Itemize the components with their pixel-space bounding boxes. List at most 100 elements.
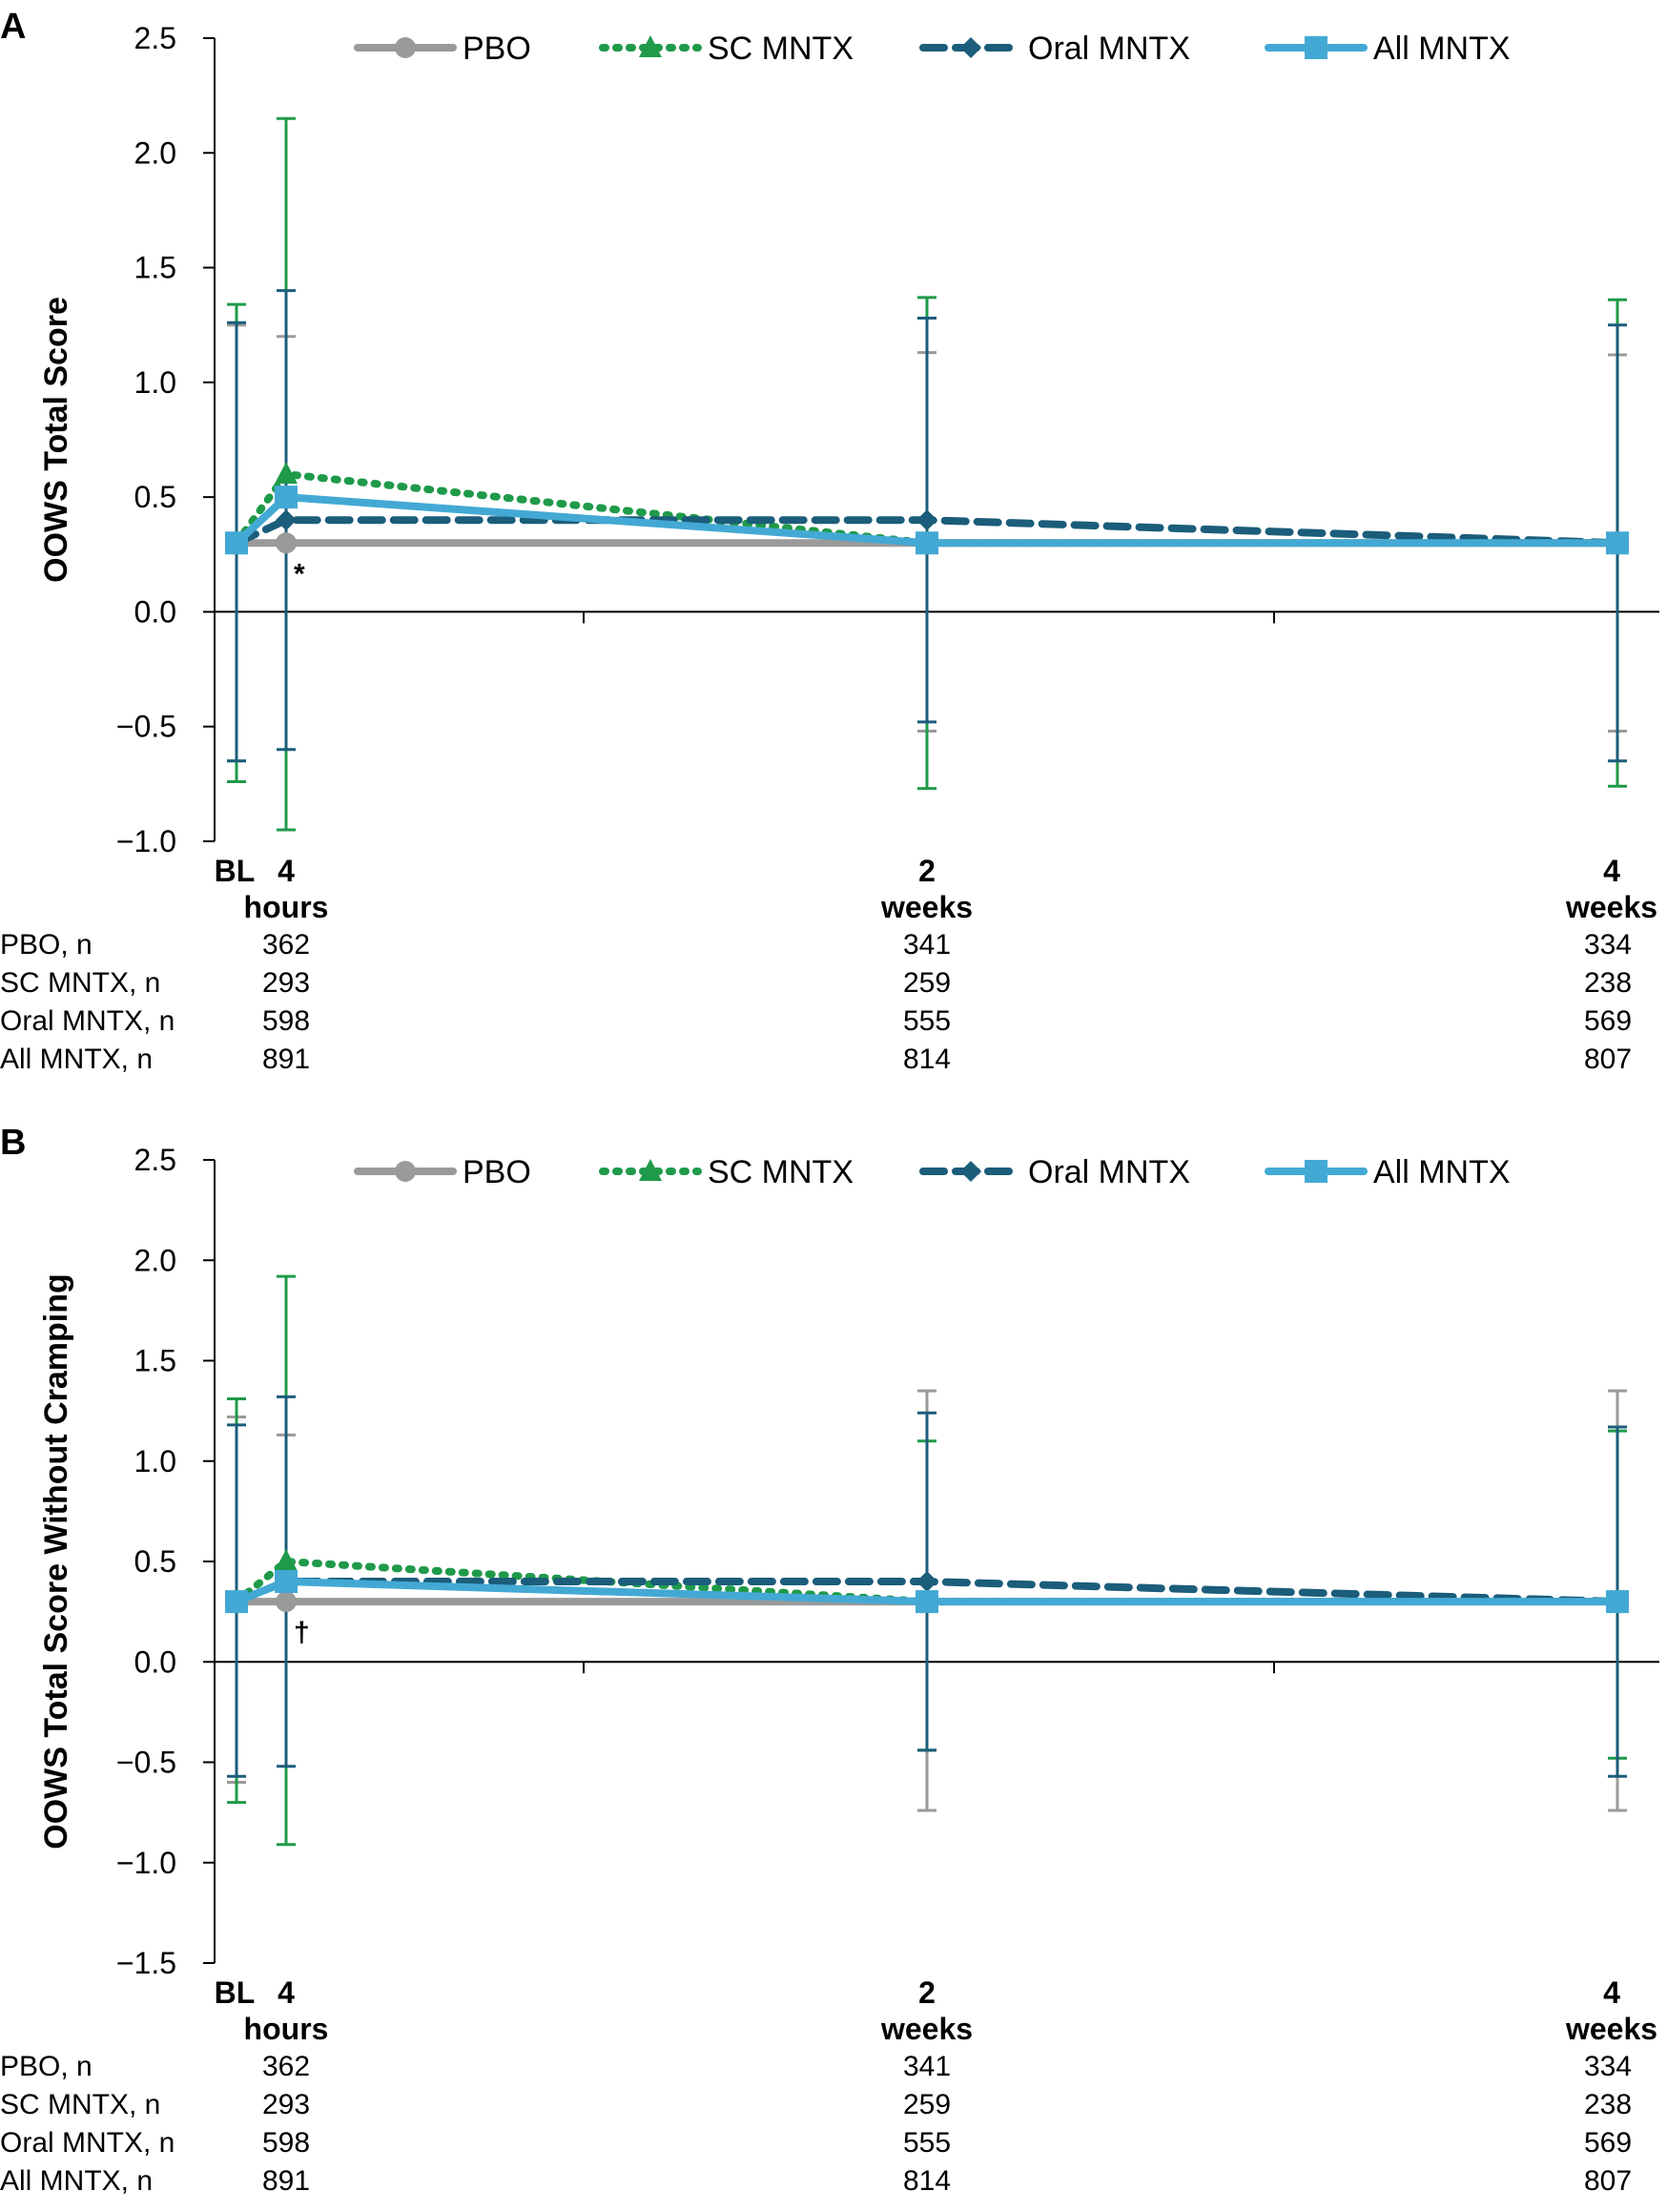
data-point-all-mntx bbox=[225, 531, 248, 555]
legend-marker bbox=[639, 35, 662, 57]
n-table-cell: 341 bbox=[903, 929, 951, 961]
legend: PBO SC MNTX Oral MNTX All MNTX bbox=[354, 31, 1511, 67]
legend-label: SC MNTX bbox=[708, 1154, 854, 1190]
x-category-label: 4 bbox=[1603, 1975, 1620, 2010]
y-tick-label: 2.0 bbox=[134, 135, 176, 170]
legend: PBO SC MNTX Oral MNTX All MNTX bbox=[354, 1154, 1511, 1190]
n-table-cell: 807 bbox=[1584, 1044, 1632, 1075]
n-table-cell: 569 bbox=[1584, 2127, 1632, 2159]
n-table-cell: 259 bbox=[903, 2089, 951, 2120]
n-table-cell: 341 bbox=[903, 2051, 951, 2082]
legend-marker bbox=[960, 1161, 981, 1182]
y-tick-label: 2.5 bbox=[134, 21, 176, 55]
legend-item-all-mntx: All MNTX bbox=[1265, 1154, 1511, 1190]
x-category-label: 4 bbox=[278, 854, 295, 888]
n-table-row: Oral MNTX, n 598 555 569 bbox=[0, 2127, 1632, 2159]
y-tick-label: 1.0 bbox=[134, 365, 176, 400]
significance-marker: * bbox=[294, 558, 305, 589]
legend-item-pbo: PBO bbox=[354, 31, 531, 67]
x-category-label: 2 bbox=[918, 854, 936, 888]
n-table: PBO, n 362 341 334 SC MNTX, n 293 259 238 Oral M… bbox=[0, 2051, 1632, 2197]
data-point-oral-mntx bbox=[276, 509, 297, 531]
legend-label: PBO bbox=[463, 1154, 531, 1190]
data-point-pbo bbox=[276, 1591, 297, 1613]
panel-letter: B bbox=[0, 1123, 26, 1163]
series-line-all-mntx bbox=[233, 493, 1621, 548]
data-point-all-mntx bbox=[916, 531, 938, 555]
n-table-cell: 569 bbox=[1584, 1005, 1632, 1037]
data-point-oral-mntx bbox=[916, 1571, 937, 1593]
y-tick-label: −1.5 bbox=[116, 1946, 176, 1980]
n-table-row-label: All MNTX, n bbox=[0, 1044, 153, 1075]
y-tick-label: 2.0 bbox=[134, 1243, 176, 1277]
legend-label: SC MNTX bbox=[708, 31, 854, 67]
n-table-row-label: Oral MNTX, n bbox=[0, 1005, 175, 1037]
n-table-row: All MNTX, n 891 814 807 bbox=[0, 1044, 1632, 1075]
n-table-cell: 362 bbox=[262, 2051, 310, 2082]
n-table-cell: 293 bbox=[262, 2089, 310, 2120]
data-point-pbo bbox=[276, 532, 297, 554]
y-tick-label: −0.5 bbox=[116, 710, 176, 744]
legend-label: All MNTX bbox=[1373, 31, 1511, 67]
legend-marker bbox=[395, 1161, 416, 1182]
y-tick-label: 1.5 bbox=[134, 1344, 176, 1378]
n-table-row-label: SC MNTX, n bbox=[0, 2089, 160, 2120]
n-table-cell: 891 bbox=[262, 1044, 310, 1075]
legend-item-oral-mntx: Oral MNTX bbox=[919, 31, 1190, 67]
n-table-row-label: SC MNTX, n bbox=[0, 967, 160, 999]
n-table-row-label: All MNTX, n bbox=[0, 2165, 153, 2197]
x-category-label: weeks bbox=[1565, 890, 1657, 924]
n-table-cell: 555 bbox=[903, 1005, 951, 1037]
y-axis-label: OOWS Total Score Without Cramping bbox=[38, 1273, 74, 1850]
n-table-row-label: PBO, n bbox=[0, 2051, 93, 2082]
data-point-all-mntx bbox=[275, 486, 298, 509]
n-table-row: PBO, n 362 341 334 bbox=[0, 929, 1632, 961]
data-point-all-mntx bbox=[1606, 531, 1629, 555]
panel-a: A 2.5 2.0 1.5 1.0 0.5 0.0 −0.5 −1.0 OOWS Total Sc… bbox=[0, 7, 1659, 1075]
legend-marker bbox=[1305, 36, 1327, 59]
y-tick-label: −1.0 bbox=[116, 1846, 176, 1880]
legend-item-oral-mntx: Oral MNTX bbox=[919, 1154, 1190, 1190]
y-tick-label: −0.5 bbox=[116, 1746, 176, 1780]
data-point-sc-mntx bbox=[275, 1549, 298, 1571]
panel-letter: A bbox=[0, 7, 26, 47]
y-tick-label: 1.0 bbox=[134, 1444, 176, 1478]
n-table-cell: 238 bbox=[1584, 2089, 1632, 2120]
x-category-label: 4 bbox=[278, 1975, 295, 2010]
x-category-label: weeks bbox=[1565, 2012, 1657, 2046]
data-point-all-mntx bbox=[1606, 1590, 1629, 1614]
n-table-cell: 555 bbox=[903, 2127, 951, 2159]
legend-label: Oral MNTX bbox=[1028, 31, 1190, 67]
y-tick-label: 0.0 bbox=[134, 594, 176, 629]
n-table-cell: 891 bbox=[262, 2165, 310, 2197]
legend-item-all-mntx: All MNTX bbox=[1265, 31, 1511, 67]
n-table-row: PBO, n 362 341 334 bbox=[0, 2051, 1632, 2082]
n-table-cell: 807 bbox=[1584, 2165, 1632, 2197]
n-table-cell: 293 bbox=[262, 967, 310, 999]
series-line-all-mntx bbox=[233, 1578, 1621, 1606]
n-table-cell: 598 bbox=[262, 2127, 310, 2159]
n-table-row: SC MNTX, n 293 259 238 bbox=[0, 967, 1632, 999]
n-table-cell: 259 bbox=[903, 967, 951, 999]
n-table-cell: 238 bbox=[1584, 967, 1632, 999]
n-table-cell: 334 bbox=[1584, 2051, 1632, 2082]
x-category-label: hours bbox=[244, 890, 329, 924]
n-table-cell: 334 bbox=[1584, 929, 1632, 961]
y-tick-label: 1.5 bbox=[134, 251, 176, 285]
legend-label: All MNTX bbox=[1373, 1154, 1511, 1190]
panel-b: B 2.5 2.0 1.5 1.0 0.5 0.0 −0.5 −1.0 −1.5 OOWS Tota… bbox=[0, 1123, 1659, 2197]
data-point-oral-mntx bbox=[916, 509, 937, 531]
x-category-label: 4 bbox=[1603, 854, 1620, 888]
legend-item-sc-mntx: SC MNTX bbox=[599, 1154, 854, 1190]
y-tick-label: 0.5 bbox=[134, 480, 176, 514]
y-tick-label: 0.0 bbox=[134, 1644, 176, 1679]
n-table-cell: 362 bbox=[262, 929, 310, 961]
significance-marker: † bbox=[294, 1617, 310, 1648]
y-tick-label: 2.5 bbox=[134, 1143, 176, 1177]
legend-marker bbox=[395, 37, 416, 58]
n-table-cell: 814 bbox=[903, 1044, 951, 1075]
y-axis-label: OOWS Total Score bbox=[38, 297, 74, 583]
n-table-row: SC MNTX, n 293 259 238 bbox=[0, 2089, 1632, 2120]
n-table-row-label: PBO, n bbox=[0, 929, 93, 961]
